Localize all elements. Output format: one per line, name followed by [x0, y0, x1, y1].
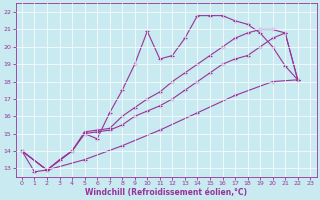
X-axis label: Windchill (Refroidissement éolien,°C): Windchill (Refroidissement éolien,°C): [85, 188, 247, 197]
